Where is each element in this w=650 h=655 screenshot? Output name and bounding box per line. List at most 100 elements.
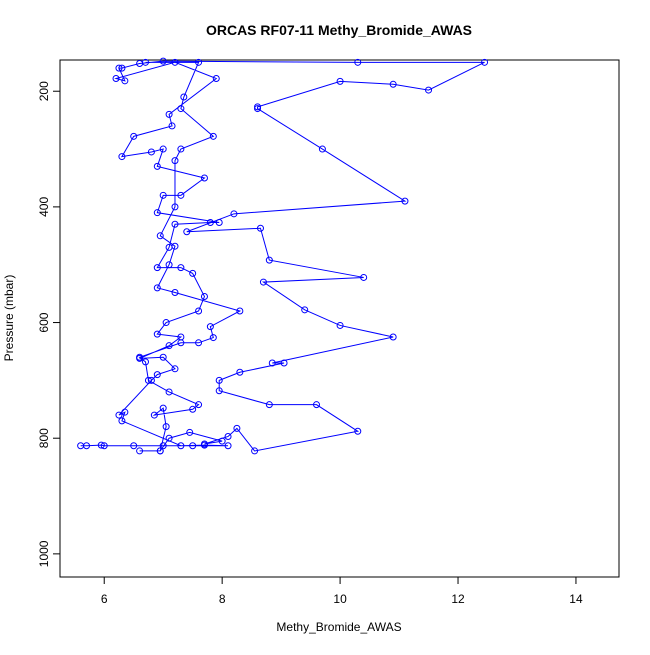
x-axis-label: Methy_Bromide_AWAS: [276, 620, 401, 634]
y-axis-label: Pressure (mbar): [2, 275, 16, 362]
data-point: [177, 145, 185, 153]
data-point: [171, 58, 179, 66]
data-point: [268, 359, 276, 367]
data-point: [200, 174, 208, 182]
data-point: [165, 342, 173, 350]
data-point: [153, 264, 161, 272]
data-point: [142, 58, 150, 66]
data-point: [401, 197, 409, 205]
data-point: [165, 388, 173, 396]
data-point: [195, 401, 203, 409]
data-point: [195, 58, 203, 66]
data-point: [177, 191, 185, 199]
data-point: [115, 411, 123, 419]
data-point: [230, 210, 238, 218]
data-point: [189, 405, 197, 413]
data-point: [186, 428, 194, 436]
data-point: [112, 75, 120, 83]
data-point: [165, 434, 173, 442]
data-point: [171, 365, 179, 373]
data-point: [265, 401, 273, 409]
data-point: [153, 162, 161, 170]
data-point: [147, 148, 155, 156]
data-point: [147, 376, 155, 384]
data-point: [336, 77, 344, 85]
data-point: [115, 64, 123, 72]
y-tick-label: 600: [37, 312, 51, 332]
data-point: [183, 228, 191, 236]
data-point: [209, 132, 217, 140]
data-point: [136, 353, 144, 361]
y-tick-label: 1000: [37, 540, 51, 567]
data-point: [256, 224, 264, 232]
data-point: [177, 105, 185, 113]
data-point: [481, 58, 489, 66]
data-point: [200, 440, 208, 448]
data-point: [259, 278, 267, 286]
data-point: [130, 132, 138, 140]
data-point: [171, 203, 179, 211]
data-point: [301, 306, 309, 314]
data-point: [206, 323, 214, 331]
data-point: [171, 288, 179, 296]
data-point: [171, 157, 179, 165]
data-point: [236, 368, 244, 376]
data-point: [165, 110, 173, 118]
data-point: [215, 219, 223, 227]
data-point: [136, 447, 144, 455]
data-point: [254, 105, 262, 113]
data-point: [171, 242, 179, 250]
data-point: [236, 307, 244, 315]
data-point: [318, 145, 326, 153]
y-tick-label: 800: [37, 428, 51, 448]
data-point: [150, 411, 158, 419]
data-point: [168, 122, 176, 130]
data-point: [251, 447, 259, 455]
data-point: [171, 220, 179, 228]
data-point: [153, 371, 161, 379]
data-point: [165, 261, 173, 269]
data-point: [206, 219, 214, 227]
data-point: [224, 432, 232, 440]
data-point: [177, 442, 185, 450]
data-point: [354, 58, 362, 66]
data-point: [313, 401, 321, 409]
data-point: [177, 339, 185, 347]
data-point: [118, 417, 126, 425]
chart-title: ORCAS RF07-11 Methy_Bromide_AWAS: [206, 22, 472, 38]
data-point: [224, 442, 232, 450]
data-point: [144, 376, 152, 384]
data-point: [354, 427, 362, 435]
data-point: [159, 191, 167, 199]
data-point: [425, 86, 433, 94]
data-point: [195, 339, 203, 347]
data-point: [162, 423, 170, 431]
x-tick-label: 14: [569, 592, 583, 606]
data-point: [100, 442, 108, 450]
data-point: [280, 359, 288, 367]
data-point: [83, 442, 91, 450]
data-point: [159, 145, 167, 153]
x-tick-label: 6: [101, 592, 108, 606]
data-point: [195, 307, 203, 315]
data-point: [156, 232, 164, 240]
data-point: [200, 293, 208, 301]
data-line: [80, 60, 485, 452]
data-point: [121, 77, 129, 85]
data-point: [265, 256, 273, 264]
data-point: [153, 284, 161, 292]
data-point: [209, 334, 217, 342]
data-point: [153, 209, 161, 217]
data-point: [189, 442, 197, 450]
y-tick-label: 400: [37, 197, 51, 217]
data-point: [177, 264, 185, 272]
data-point: [360, 273, 368, 281]
data-point: [162, 319, 170, 327]
data-point: [218, 437, 226, 445]
data-point: [121, 408, 129, 416]
data-point: [215, 376, 223, 384]
data-point: [212, 75, 220, 83]
